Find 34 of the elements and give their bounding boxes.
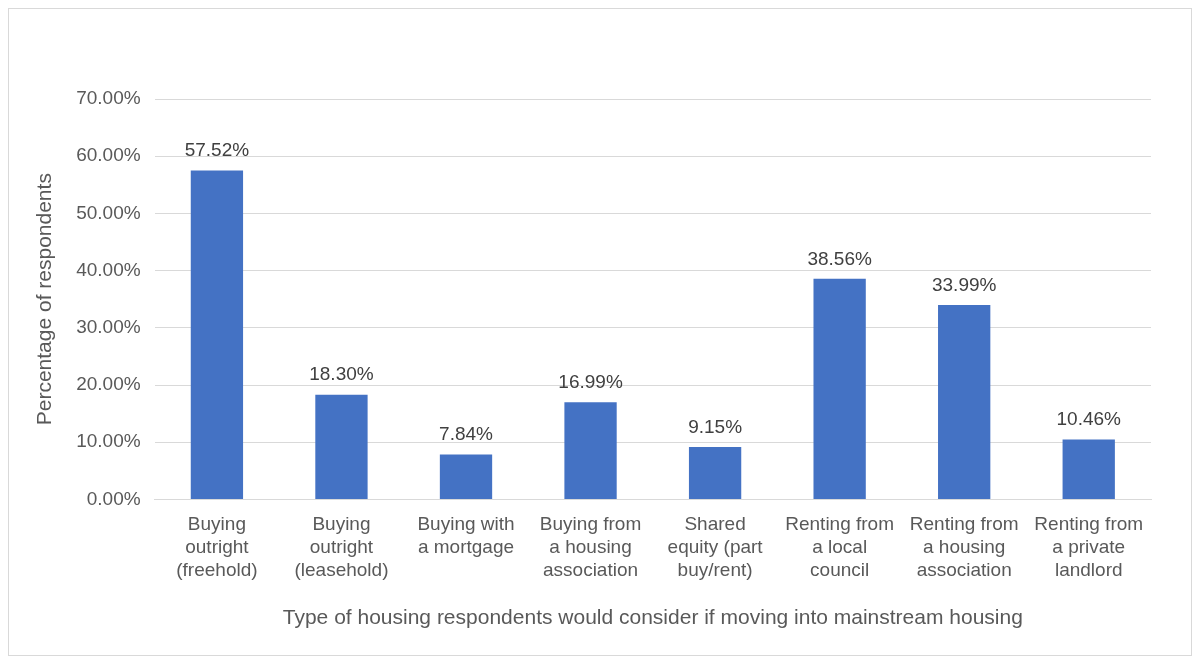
y-tick-label: 0.00% — [86, 487, 141, 509]
data-label: 18.30% — [309, 363, 374, 385]
y-tick-label: 50.00% — [76, 201, 141, 223]
y-axis-title: Percentage of respondents — [32, 173, 56, 426]
data-label: 33.99% — [931, 273, 997, 295]
data-label: 57.52% — [184, 139, 250, 161]
data-label: 10.46% — [1056, 408, 1122, 430]
bar — [190, 170, 244, 499]
x-tick-label: Shared equity (part buy/rent) — [667, 513, 764, 580]
y-tick-label: 70.00% — [76, 87, 141, 109]
x-tick-label: Buying outright (leasehold) — [294, 513, 389, 580]
x-tick-label: Renting from a housing association — [909, 513, 1019, 580]
x-tick-label: Buying from a housing association — [539, 513, 642, 580]
y-tick-label: 30.00% — [76, 316, 141, 338]
data-label: 7.84% — [439, 423, 494, 445]
bar — [439, 454, 493, 499]
x-tick-label: Buying outright (freehold) — [176, 513, 258, 580]
bar — [315, 394, 368, 499]
bar — [1062, 439, 1115, 499]
x-tick-label: Renting from a local council — [785, 513, 895, 580]
data-label: 38.56% — [807, 247, 872, 269]
data-label: 9.15% — [688, 415, 743, 437]
data-label: 16.99% — [558, 370, 623, 392]
bar — [938, 304, 991, 499]
bar — [688, 447, 742, 499]
bar — [813, 278, 866, 499]
x-tick-label: Renting from a private landlord — [1034, 513, 1144, 580]
y-tick-label: 40.00% — [76, 258, 141, 280]
y-tick-label: 20.00% — [76, 373, 141, 395]
x-tick-label: Buying with a mortgage — [417, 513, 515, 557]
bar — [564, 402, 617, 499]
y-tick-label: 10.00% — [76, 430, 141, 452]
x-axis-title: Type of housing respondents would consider if moving into mainstream housing — [282, 605, 1023, 629]
y-tick-label: 60.00% — [76, 144, 141, 166]
